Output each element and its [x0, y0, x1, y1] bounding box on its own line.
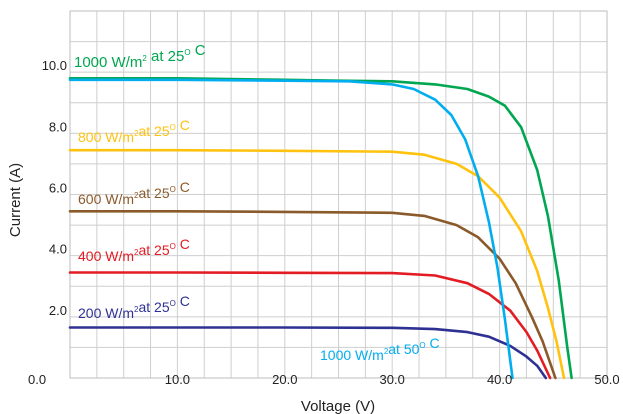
y-tick-labels: 2.0 4.0 6.0 8.0 10.0 — [42, 58, 67, 318]
y-axis-title: Current (A) — [7, 163, 24, 237]
series-label: 800 W/m2at 25O C — [78, 117, 190, 145]
x-tick-label: 10.0 — [165, 372, 190, 387]
series-line — [68, 78, 514, 380]
series-labels: 1000 W/m2 at 25O C 800 W/m2at 25O C 600 W/… — [74, 42, 440, 363]
series-lines — [68, 77, 573, 380]
series-label: 600 W/m2at 25O C — [78, 179, 190, 207]
series-label: 1000 W/m2 at 25O C — [74, 42, 206, 71]
x-axis-title: Voltage (V) — [301, 398, 375, 414]
y-tick-label: 6.0 — [49, 181, 67, 196]
series-label: 400 W/m2at 25O C — [78, 236, 190, 264]
gridlines — [69, 10, 608, 379]
x-tick-label: 30.0 — [380, 372, 405, 387]
x-tick-label: 40.0 — [487, 372, 512, 387]
series-line — [68, 271, 552, 380]
x-tick-label: 20.0 — [272, 372, 297, 387]
series-label: 200 W/m2at 25O C — [78, 293, 190, 321]
series-label: 1000 W/m2at 50O C — [320, 335, 440, 363]
y-tick-label: 2.0 — [49, 303, 67, 318]
series-line — [68, 210, 557, 380]
x-tick-labels: 0.0 10.0 20.0 30.0 40.0 50.0 — [28, 372, 620, 387]
y-tick-label: 8.0 — [49, 119, 67, 134]
series-line — [68, 326, 548, 380]
y-tick-label: 10.0 — [42, 58, 67, 73]
x-tick-label: 0.0 — [28, 372, 46, 387]
x-tick-label: 50.0 — [594, 372, 619, 387]
plot-border — [69, 10, 608, 379]
y-tick-label: 4.0 — [49, 242, 67, 257]
plot-frame — [69, 10, 608, 379]
